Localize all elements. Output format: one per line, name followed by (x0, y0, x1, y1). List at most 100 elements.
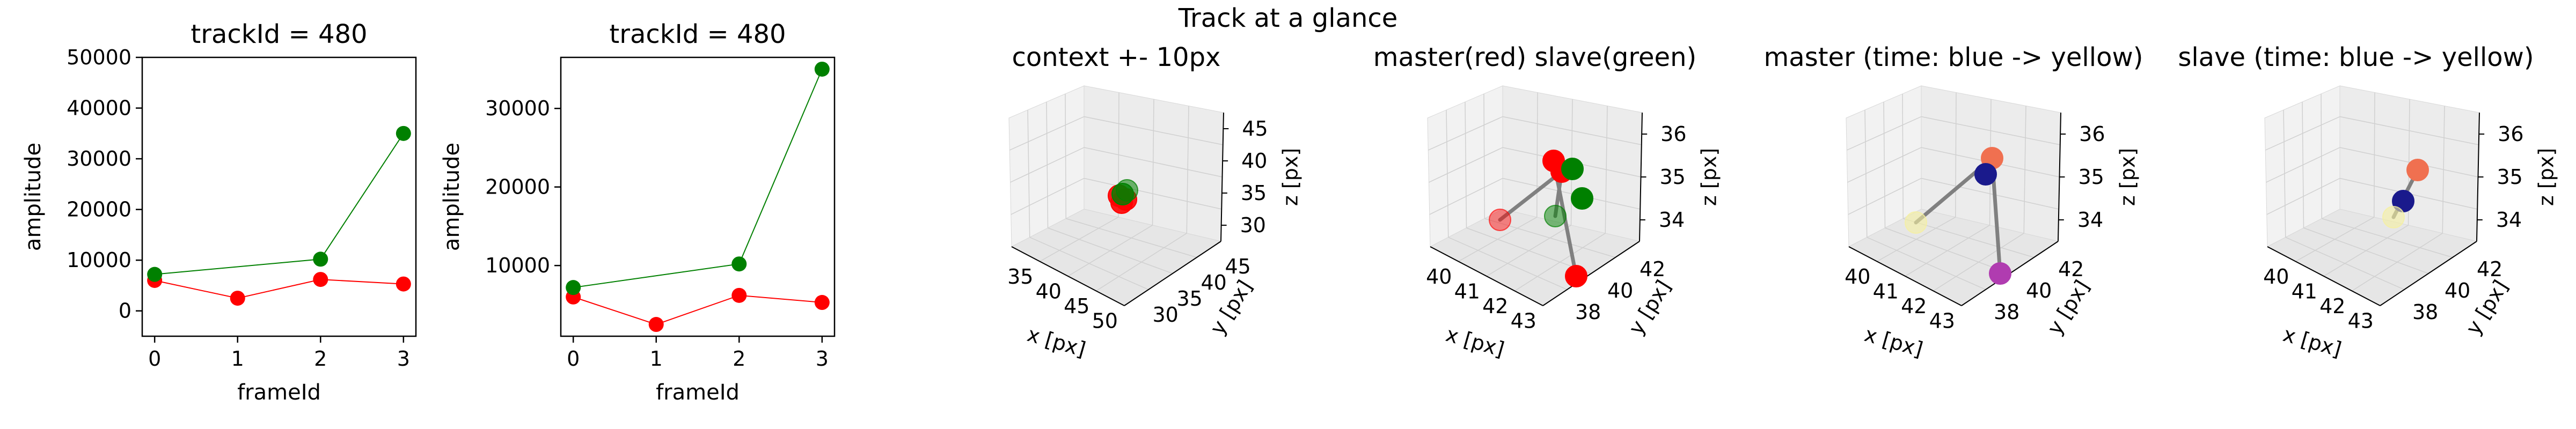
series-line (573, 69, 823, 289)
chart-1-ylabel: amplitude (21, 143, 46, 251)
z-tick-label: 36 (2498, 122, 2523, 146)
x-tick-label: 45 (1064, 294, 1089, 318)
chart-2-ticks: 0 1 2 3 10000 20000 30000 (485, 97, 829, 371)
y-tick-label: 42 (2477, 257, 2502, 281)
x-axis-label: x [px] (1862, 322, 1926, 361)
z-tick-label: 40 (1241, 149, 1267, 173)
x-tick-label: 43 (1511, 309, 1536, 332)
grid-line (2322, 218, 2453, 258)
grid-line (1186, 106, 1189, 234)
z-tick-label: 36 (1660, 122, 1686, 146)
grid-line (1010, 147, 1085, 183)
x-tick-label: 41 (2292, 279, 2317, 303)
z-tick-label: 45 (1242, 117, 1268, 140)
grid-line (1902, 93, 1904, 219)
y-tick-label: 30000 (485, 97, 550, 120)
chart-1-xlabel: frameId (237, 380, 321, 405)
x-tick-label: 40 (1845, 265, 1870, 289)
chart-3-title: context +- 10px (1012, 42, 1221, 72)
y-tick-label: 30000 (67, 147, 131, 171)
data-point (814, 61, 830, 77)
data-point (1489, 209, 1511, 231)
grid-line (1921, 116, 2060, 145)
data-point (2382, 206, 2405, 228)
y-tick-label: 38 (1575, 300, 1601, 324)
x-tick-label: 41 (1454, 279, 1480, 303)
grid-line (2266, 147, 2340, 183)
z-axis-label: z [px] (2116, 148, 2140, 206)
y-tick-label: 0 (119, 299, 131, 323)
grid-line (1096, 233, 1187, 292)
grid-line (1009, 116, 1085, 151)
grid-line (1885, 227, 2010, 274)
y-tick-label: 40000 (67, 97, 131, 120)
z-tick-label: 35 (2497, 165, 2523, 189)
grid-line (1429, 147, 1503, 183)
grid-line (1484, 218, 1616, 258)
x-tick-label: 1 (650, 347, 663, 371)
x-axis-line (1430, 246, 1543, 306)
y-tick-label: 30 (1153, 303, 1179, 327)
x-tick-label: 42 (1901, 294, 1927, 318)
x-tick-label: 2 (733, 347, 745, 371)
grid-line (1846, 116, 1922, 151)
grid-line (1084, 116, 1223, 145)
y-tick-label: 10000 (485, 254, 550, 277)
x-tick-label: 0 (567, 347, 580, 371)
x-tick-label: 50 (1092, 309, 1118, 332)
axes3d-box (2264, 85, 2480, 306)
z-tick-label: 35 (2079, 165, 2104, 189)
data-point (147, 267, 163, 282)
z-tick-label: 34 (2077, 208, 2103, 232)
grid-line (1933, 233, 2024, 292)
chart-1-axes-frame (141, 56, 417, 337)
axes3d-box (1846, 85, 2061, 306)
data-point (1565, 265, 1587, 287)
data-point (731, 256, 747, 272)
chart-5-marks (1905, 147, 2011, 285)
y-tick-label: 40 (2026, 279, 2052, 302)
x-tick-label: 42 (1482, 294, 1508, 318)
chart-3-marks (1108, 179, 1138, 214)
y-tick-label: 50000 (67, 46, 131, 69)
x-tick-label: 1 (231, 347, 244, 371)
y-tick-label: 40 (2445, 279, 2470, 302)
chart-1: trackId = 480 frameId amplitude 0 1 2 3 0 100… (21, 19, 417, 405)
track-segment (1498, 169, 1564, 222)
y-tick-label: 20000 (67, 198, 131, 221)
z-axis-label: z [px] (1279, 148, 1302, 206)
y-tick-label: 40 (1607, 279, 1633, 302)
grid-line (2303, 227, 2429, 274)
data-point (230, 291, 245, 306)
x-tick-label: 3 (816, 347, 829, 371)
y-tick-label: 35 (1177, 287, 1203, 310)
chart-6-marks (2382, 159, 2429, 228)
z-tick-label: 36 (2079, 122, 2105, 146)
x-tick-label: 40 (1036, 279, 1062, 303)
x-axis-line (1011, 246, 1125, 306)
grid-line (2339, 147, 2478, 177)
figure-suptitle: Track at a glance (1178, 3, 1398, 33)
data-point (396, 276, 411, 292)
axes3d-box (1427, 85, 1643, 306)
grid-line (2023, 106, 2026, 234)
data-point (2406, 159, 2429, 181)
y-tick-label: 10000 (67, 248, 131, 272)
x-tick-label: 43 (1929, 309, 1955, 332)
series-line (154, 279, 404, 299)
y-axis-line (1124, 241, 1221, 306)
x-tick-label: 0 (148, 347, 161, 371)
chart-4-title: master(red) slave(green) (1373, 42, 1696, 72)
data-point (731, 287, 747, 303)
y-tick-label: 38 (1994, 300, 2019, 324)
y-tick-label: 42 (1640, 257, 1665, 281)
z-tick-label: 34 (2496, 208, 2522, 232)
data-point (313, 252, 328, 267)
chart-1-ticks: 0 1 2 3 0 10000 20000 30000 40000 50000 (67, 46, 410, 371)
data-point (1571, 187, 1593, 210)
data-point (313, 272, 328, 287)
